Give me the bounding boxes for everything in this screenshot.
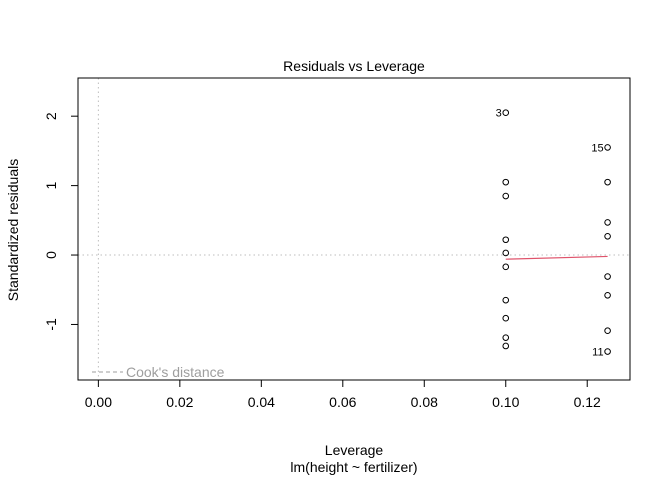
data-point [502, 314, 510, 322]
x-tick-label: 0.04 [248, 394, 275, 410]
data-point [502, 334, 510, 341]
y-tick-label: 1 [43, 182, 59, 190]
data-point [604, 348, 611, 355]
plot-frame [77, 77, 631, 381]
smooth-line-layer [505, 255, 608, 260]
x-tick-label: 0.10 [492, 394, 519, 410]
smooth-line [505, 255, 608, 260]
x-axis-label: Leverage [325, 442, 384, 458]
y-tick-label: -1 [43, 318, 59, 331]
data-point [502, 296, 510, 304]
chart-subtitle: lm(height ~ fertilizer) [290, 459, 417, 475]
data-point [604, 178, 611, 186]
data-point [604, 292, 611, 299]
data-point [502, 236, 510, 244]
legend-cooks-distance-label: Cook's distance [126, 364, 225, 380]
data-point [502, 178, 510, 186]
data-point [604, 273, 611, 280]
chart-title: Residuals vs Leverage [283, 58, 425, 74]
x-tick-label: 0.00 [85, 394, 112, 410]
data-point [604, 144, 611, 151]
data-point [604, 219, 611, 226]
data-point [502, 342, 510, 350]
data-point [502, 263, 510, 271]
y-axis-label: Standardized residuals [5, 159, 21, 301]
point-label: 3 [496, 108, 502, 120]
data-point [502, 249, 510, 257]
x-tick-label: 0.02 [166, 394, 193, 410]
data-point [604, 232, 611, 240]
x-tick-label: 0.06 [329, 394, 356, 410]
data-point [502, 192, 510, 200]
x-tick-label: 0.12 [574, 394, 601, 410]
point-labels-layer: 3 15 11 [496, 108, 604, 359]
points-layer [502, 109, 611, 355]
data-point [502, 109, 510, 117]
y-tick-label: 2 [43, 112, 59, 120]
reference-lines [78, 78, 630, 380]
x-tick-label: 0.08 [411, 394, 438, 410]
point-label: 11 [592, 347, 603, 359]
point-label: 15 [591, 142, 603, 154]
legend: Cook's distance [92, 364, 225, 380]
data-point [604, 327, 611, 335]
y-tick-label: 0 [43, 251, 59, 259]
